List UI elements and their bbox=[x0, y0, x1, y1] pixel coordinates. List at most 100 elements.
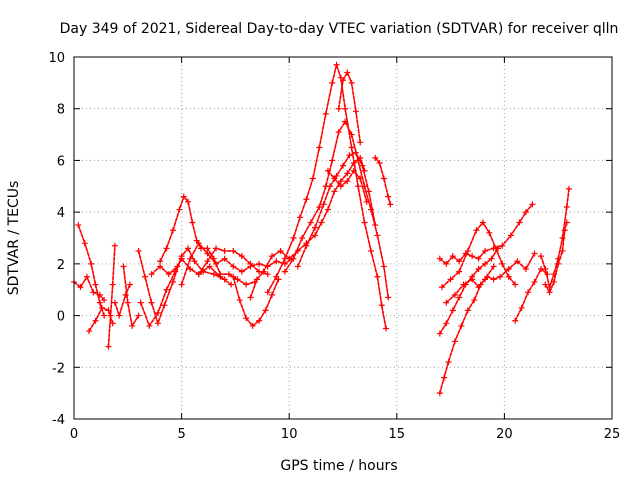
x-tick-label: 25 bbox=[604, 427, 621, 442]
data-point bbox=[337, 183, 344, 190]
data-point bbox=[135, 247, 142, 254]
data-point bbox=[380, 263, 387, 270]
data-point bbox=[359, 162, 366, 169]
plot-frame bbox=[73, 56, 613, 420]
data-point bbox=[247, 260, 254, 267]
data-point bbox=[378, 302, 385, 309]
data-point bbox=[92, 317, 99, 324]
data-point bbox=[514, 258, 521, 265]
data-point bbox=[479, 219, 486, 226]
data-point bbox=[469, 276, 476, 283]
data-point bbox=[344, 178, 351, 185]
data-point bbox=[331, 175, 338, 182]
data-point bbox=[172, 268, 179, 275]
series-track-a bbox=[71, 273, 108, 304]
data-point bbox=[230, 247, 237, 254]
data-point bbox=[342, 118, 349, 125]
series-line bbox=[232, 276, 280, 327]
series-track-q bbox=[294, 149, 379, 270]
data-point bbox=[559, 247, 566, 254]
data-point bbox=[299, 235, 306, 241]
data-series bbox=[71, 61, 572, 397]
data-point bbox=[475, 266, 482, 273]
data-point bbox=[333, 61, 340, 68]
data-point bbox=[204, 258, 211, 265]
data-point bbox=[236, 297, 243, 304]
y-tick-label: -4 bbox=[52, 413, 65, 428]
data-point bbox=[361, 219, 368, 226]
y-tick-label: 10 bbox=[48, 51, 65, 66]
data-point bbox=[238, 268, 245, 275]
x-tick-label: 10 bbox=[281, 427, 298, 442]
y-tick-label: 8 bbox=[57, 103, 65, 118]
data-point bbox=[234, 276, 241, 283]
data-point bbox=[451, 338, 458, 345]
data-point bbox=[260, 268, 267, 275]
data-point bbox=[161, 302, 168, 309]
data-point bbox=[268, 253, 275, 260]
y-tick-label: 2 bbox=[57, 258, 65, 273]
data-point bbox=[195, 240, 202, 247]
data-point bbox=[546, 289, 553, 296]
data-point bbox=[148, 271, 155, 278]
y-tick-label: 4 bbox=[57, 206, 65, 221]
data-point bbox=[185, 198, 192, 205]
data-point bbox=[96, 299, 103, 306]
series-track-l bbox=[195, 245, 271, 278]
data-point bbox=[230, 273, 237, 280]
series-track-ab bbox=[542, 219, 570, 296]
data-point bbox=[294, 263, 301, 270]
data-point bbox=[372, 222, 379, 229]
data-point bbox=[531, 250, 538, 257]
data-point bbox=[120, 263, 127, 270]
data-point bbox=[243, 315, 250, 322]
series-track-aa bbox=[537, 185, 572, 291]
data-point bbox=[277, 247, 284, 254]
data-point bbox=[273, 273, 280, 280]
data-point bbox=[204, 245, 211, 252]
data-point bbox=[357, 175, 364, 182]
data-point bbox=[456, 258, 463, 265]
data-point bbox=[436, 330, 443, 337]
data-point bbox=[344, 69, 351, 76]
data-point bbox=[443, 299, 450, 306]
data-point bbox=[522, 266, 529, 273]
data-point bbox=[542, 281, 549, 288]
data-point bbox=[137, 299, 144, 306]
series-track-y bbox=[443, 263, 497, 306]
data-point bbox=[135, 312, 142, 319]
data-point bbox=[195, 271, 202, 278]
data-point bbox=[290, 255, 297, 262]
data-point bbox=[486, 229, 493, 236]
data-point bbox=[213, 260, 220, 267]
x-tick-label: 0 bbox=[70, 427, 78, 442]
data-point bbox=[367, 247, 374, 254]
data-point bbox=[355, 183, 362, 190]
y-tick-label: -2 bbox=[52, 361, 65, 376]
series-line bbox=[107, 245, 116, 348]
data-point bbox=[243, 281, 250, 288]
y-tick-label: 0 bbox=[57, 310, 65, 325]
data-point bbox=[75, 222, 82, 229]
data-point bbox=[346, 152, 353, 159]
series-track-b bbox=[75, 222, 108, 319]
data-point bbox=[350, 167, 357, 174]
series-track-e bbox=[111, 281, 133, 319]
data-point bbox=[340, 77, 346, 84]
data-point bbox=[206, 263, 213, 270]
data-point bbox=[178, 255, 185, 262]
data-point bbox=[473, 227, 480, 234]
data-point bbox=[273, 258, 280, 265]
data-point bbox=[490, 263, 497, 270]
series-line bbox=[337, 71, 361, 144]
data-point bbox=[101, 312, 108, 319]
series-line bbox=[122, 265, 140, 327]
data-point bbox=[488, 255, 495, 262]
data-point bbox=[376, 160, 383, 167]
series-line bbox=[445, 265, 495, 304]
data-point bbox=[228, 281, 235, 288]
data-point bbox=[126, 281, 133, 288]
data-point bbox=[352, 108, 359, 115]
data-point bbox=[303, 196, 310, 203]
data-point bbox=[154, 320, 161, 327]
